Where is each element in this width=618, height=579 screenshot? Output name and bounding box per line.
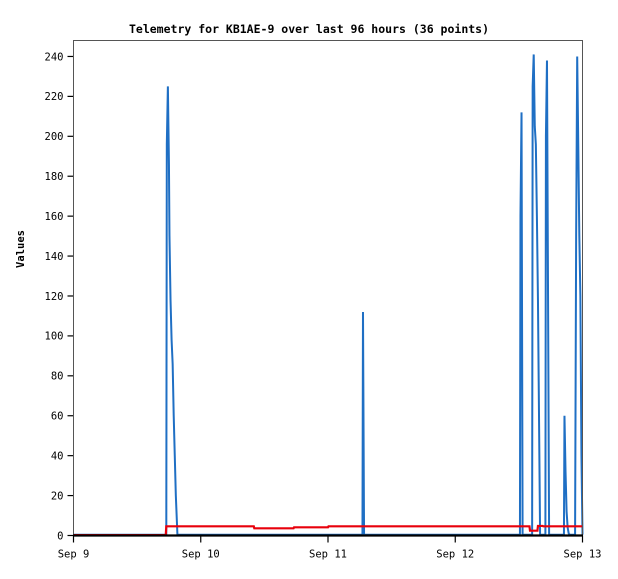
- plot-frame: [73, 40, 583, 536]
- y-tick-label: 220: [45, 91, 64, 103]
- y-tick-label: 180: [45, 171, 64, 183]
- data-series-group: [73, 54, 584, 537]
- y-tick-label: 20: [51, 490, 64, 502]
- y-tick-label: 0: [57, 530, 63, 542]
- y-tick-label: 240: [45, 51, 64, 63]
- y-tick-label: 200: [45, 131, 64, 143]
- y-tick-label: 100: [45, 331, 64, 343]
- y-tick-label: 120: [45, 291, 64, 303]
- x-tick-label: Sep 11: [309, 549, 347, 561]
- y-tick-label: 40: [51, 450, 64, 462]
- y-tick-label: 160: [45, 211, 64, 223]
- data-series-series_1: [73, 54, 584, 536]
- x-tick-label: Sep 9: [58, 549, 90, 561]
- x-tick-label: Sep 12: [436, 549, 474, 561]
- y-axis-ticks: 0 20 40 60 80 100 120 140 160 180 200 220 240: [45, 51, 74, 542]
- chart-title: Telemetry for KB1AE-9 over last 96 hours…: [128, 22, 490, 36]
- x-tick-label: Sep 13: [564, 549, 602, 561]
- y-tick-label: 140: [45, 251, 64, 263]
- x-axis-ticks: Sep 9 Sep 10 Sep 11 Sep 12 Sep 13: [58, 535, 602, 561]
- y-tick-label: 60: [51, 411, 64, 423]
- x-tick-label: Sep 10: [182, 549, 220, 561]
- data-series-series_2: [73, 524, 583, 537]
- y-tick-label: 80: [51, 371, 64, 383]
